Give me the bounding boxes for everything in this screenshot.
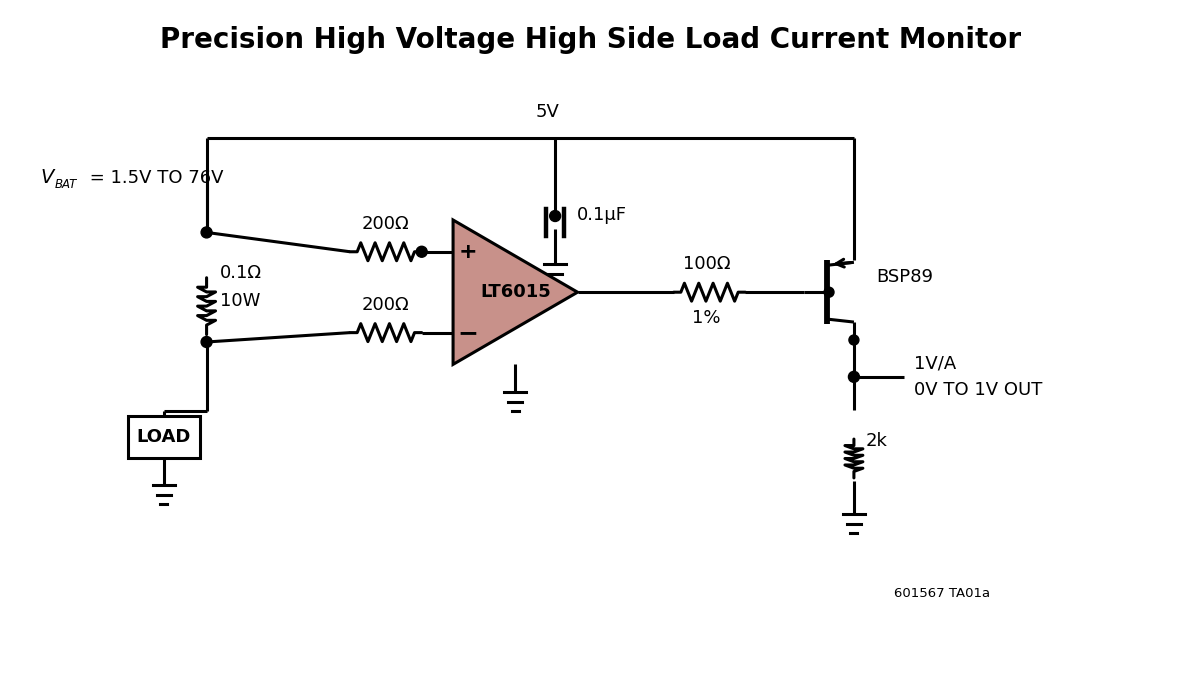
Text: LT6015: LT6015 <box>480 283 551 301</box>
Circle shape <box>416 246 427 257</box>
Text: +: + <box>459 242 478 262</box>
Text: 2k: 2k <box>866 431 888 450</box>
Circle shape <box>550 211 560 221</box>
Text: 10W: 10W <box>220 292 260 310</box>
Circle shape <box>201 227 212 238</box>
Text: = 1.5V TO 76V: = 1.5V TO 76V <box>84 169 223 187</box>
Text: 1%: 1% <box>693 309 721 327</box>
Text: LOAD: LOAD <box>137 428 191 445</box>
Text: 0V TO 1V OUT: 0V TO 1V OUT <box>914 380 1043 399</box>
Text: 5V: 5V <box>535 103 559 121</box>
Text: V: V <box>40 168 53 187</box>
Text: 200Ω: 200Ω <box>362 215 410 233</box>
Text: −: − <box>457 321 479 345</box>
Text: 601567 TA01a: 601567 TA01a <box>894 588 989 600</box>
Polygon shape <box>453 220 578 364</box>
Text: 200Ω: 200Ω <box>362 296 410 313</box>
Text: 0.1μF: 0.1μF <box>577 206 628 223</box>
Text: 1V/A: 1V/A <box>914 355 956 373</box>
Text: BSP89: BSP89 <box>876 268 933 286</box>
Text: 0.1Ω: 0.1Ω <box>220 264 261 282</box>
Text: 100Ω: 100Ω <box>683 255 730 274</box>
Text: Precision High Voltage High Side Load Current Monitor: Precision High Voltage High Side Load Cu… <box>161 26 1021 54</box>
Text: BAT: BAT <box>54 178 77 191</box>
Circle shape <box>201 336 212 347</box>
Circle shape <box>849 372 859 383</box>
Circle shape <box>849 335 859 345</box>
Circle shape <box>824 287 834 297</box>
FancyBboxPatch shape <box>128 416 200 458</box>
